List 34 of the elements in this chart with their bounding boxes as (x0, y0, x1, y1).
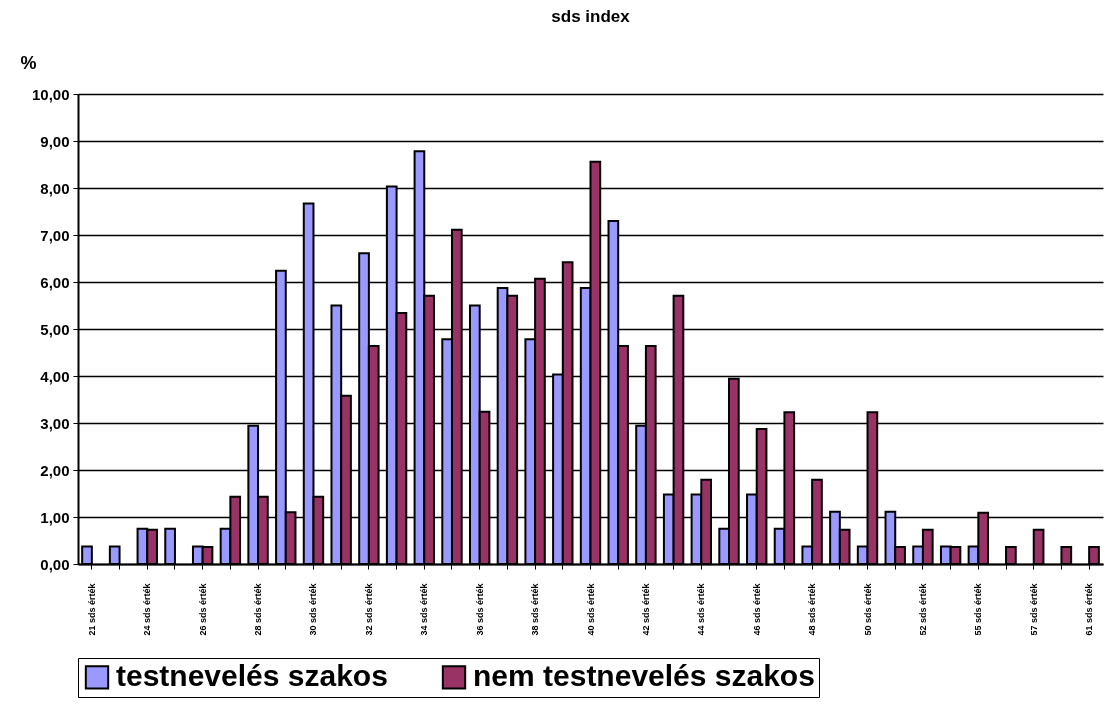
legend-label: testnevelés szakos (116, 659, 388, 693)
y-tick-label: 2,00 (40, 461, 70, 479)
x-tick-label: 55 sds érték (973, 582, 984, 636)
x-tick-label: 30 sds érték (308, 582, 319, 636)
y-tick-label: 5,00 (40, 320, 70, 338)
x-tick-label: 52 sds érték (917, 582, 928, 636)
y-tick-label: 10,00 (31, 85, 70, 103)
x-tick-label: 57 sds érték (1028, 582, 1039, 636)
x-tick-label: 40 sds érték (585, 582, 596, 636)
y-tick-label: 7,00 (40, 226, 70, 244)
x-tick-label: 32 sds érték (363, 582, 374, 636)
x-tick-label: 36 sds érték (474, 582, 485, 636)
y-tick-label: 4,00 (40, 367, 70, 385)
y-tick-label: 0,00 (40, 555, 70, 573)
y-tick-label: 6,00 (40, 273, 70, 291)
x-tick-label: 50 sds érték (862, 582, 873, 636)
y-axis-title: % (20, 52, 37, 73)
x-tick-label: 24 sds érték (142, 582, 153, 636)
y-tick-label: 3,00 (40, 414, 70, 432)
y-tick-label: 8,00 (40, 179, 70, 197)
x-tick-label: 48 sds érték (807, 582, 818, 636)
x-tick-label: 34 sds érték (419, 582, 430, 636)
legend-label: nem testnevelés szakos (473, 659, 815, 693)
x-tick-label: 61 sds érték (1084, 582, 1095, 636)
y-tick-label: 9,00 (40, 132, 70, 150)
x-tick-label: 42 sds érték (640, 582, 651, 636)
x-tick-label: 38 sds érték (530, 582, 541, 636)
x-tick-label: 46 sds érték (751, 582, 762, 636)
y-tick-label: 1,00 (40, 508, 70, 526)
x-tick-label: 26 sds érték (197, 582, 208, 636)
x-tick-label: 21 sds érték (86, 582, 97, 636)
chart-title: sds index (551, 7, 631, 26)
x-tick-label: 28 sds érték (253, 582, 264, 636)
x-tick-label: 44 sds érték (696, 582, 707, 636)
